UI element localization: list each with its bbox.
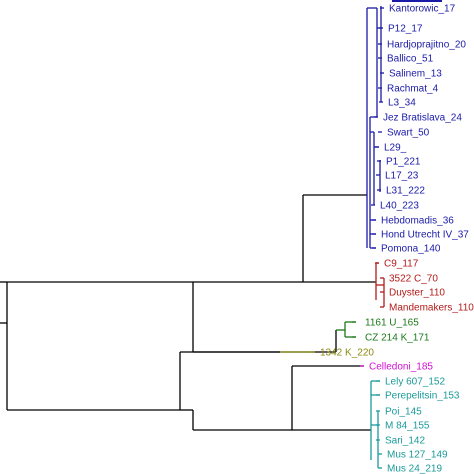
leaf-label: Sari_142 bbox=[385, 436, 425, 447]
leaf-label: L40_223 bbox=[380, 201, 419, 212]
leaf-label: L17_23 bbox=[385, 171, 419, 182]
leaf-label: Jez Bratislava_24 bbox=[383, 113, 462, 124]
leaf-label: Poi_145 bbox=[385, 407, 422, 418]
leaf-label: Swart_50 bbox=[387, 128, 430, 139]
tree-branches bbox=[0, 6, 385, 469]
leaf-label: Lely 607_152 bbox=[385, 377, 445, 388]
leaf-label: Ballico_51 bbox=[387, 54, 434, 65]
leaf-label: P12_17 bbox=[388, 24, 423, 35]
leaf-label: Duyster_110 bbox=[389, 288, 445, 299]
leaf-label: 1342 K_220 bbox=[320, 348, 374, 359]
leaf-label: Celledoni_185 bbox=[369, 362, 433, 373]
leaf-label: Kantorowic_17 bbox=[389, 4, 456, 15]
leaf-label: Salinem_13 bbox=[389, 69, 442, 80]
leaf-label: Hebdomadis_36 bbox=[381, 216, 454, 227]
leaf-label: L3_34 bbox=[388, 98, 416, 109]
leaf-label: Rachmat_4 bbox=[387, 84, 439, 95]
leaf-label: 1161 U_165 bbox=[365, 318, 419, 329]
leaf-label: CZ 214 K_171 bbox=[365, 333, 430, 344]
leaf-label: Mandemakers_110 bbox=[389, 303, 474, 314]
leaf-label: L31_222 bbox=[386, 186, 425, 197]
leaf-label: C9_117 bbox=[384, 259, 419, 270]
leaf-label: 3522 C_70 bbox=[389, 274, 438, 285]
leaf-label: Mus 24_219 bbox=[387, 464, 442, 474]
leaf-label: Mus 127_149 bbox=[387, 450, 448, 461]
leaf-label: P1_221 bbox=[386, 157, 421, 168]
leaf-label: Hond Utrecht IV_37 bbox=[381, 230, 469, 241]
leaf-labels: Kantorowic_17 P12_17 Hardjoprajitno_20 Ball… bbox=[320, 0, 474, 474]
leaf-label: M 84_155 bbox=[385, 421, 430, 432]
leaf-label: L29_ bbox=[384, 143, 407, 154]
leaf-label: Perepelitsin_153 bbox=[385, 391, 460, 402]
leaf-label: Pomona_140 bbox=[381, 244, 441, 255]
clipped-label-fragment bbox=[392, 0, 442, 2]
leaf-label: Hardjoprajitno_20 bbox=[387, 40, 466, 51]
